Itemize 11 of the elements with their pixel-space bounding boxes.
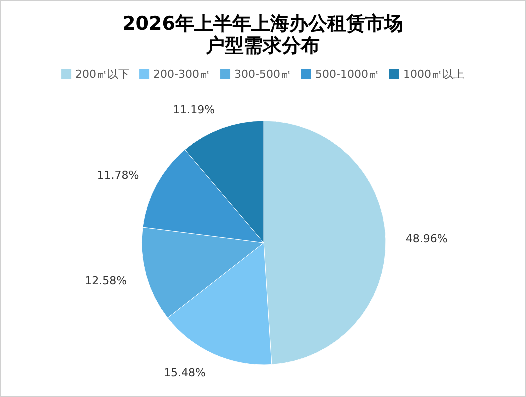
data-label: 11.19% [173,104,216,117]
legend-label: 1000㎡以上 [403,68,464,81]
legend-label: 200㎡以下 [76,68,130,81]
legend-label: 500-1000㎡ [315,68,380,81]
chart-title: 2026年上半年上海办公租赁市场户型需求分布 [122,13,404,57]
legend-label: 300-500㎡ [234,68,292,81]
data-label: 11.78% [97,169,140,182]
legend-label: 200-300㎡ [154,68,211,81]
data-label: 12.58% [85,274,128,288]
data-label: 48.96% [406,232,448,246]
data-label: 15.48% [164,366,206,380]
